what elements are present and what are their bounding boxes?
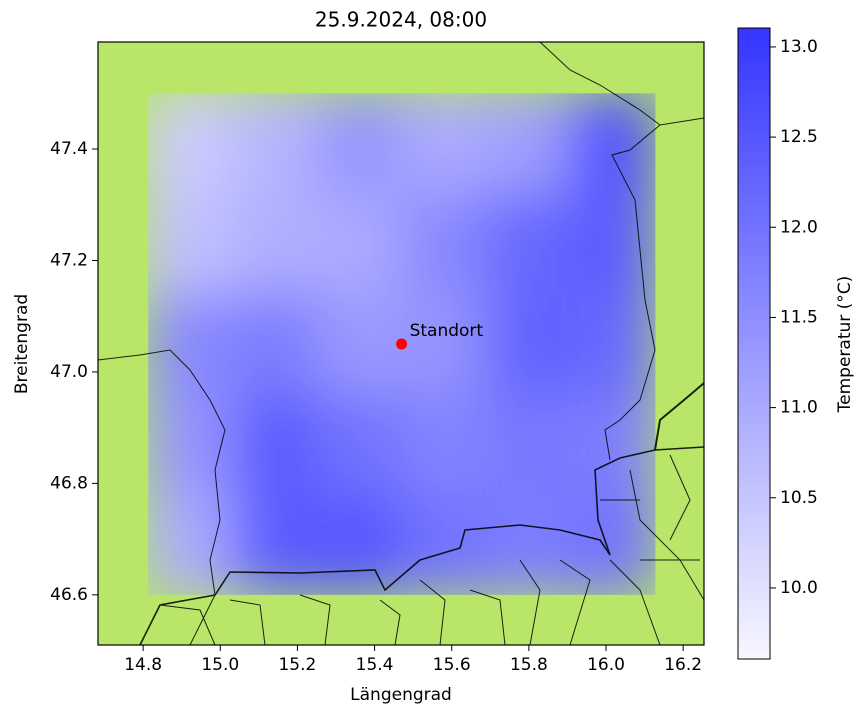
heat-cell [316, 93, 403, 195]
colorbar-tick-label: 10.5 [780, 488, 818, 508]
heat-cell [316, 293, 403, 395]
colorbar-tick-label: 11.5 [780, 307, 818, 327]
heat-cell [316, 494, 403, 595]
heat-layer [148, 93, 656, 595]
heat-cell [485, 93, 572, 195]
y-tick-label: 47.0 [50, 362, 88, 382]
colorbar-tick-label: 11.0 [780, 398, 818, 418]
location-marker [396, 338, 408, 350]
y-tick-label: 46.6 [50, 585, 88, 605]
heat-cell [401, 293, 487, 395]
heat-cell [485, 393, 572, 496]
colorbar [737, 27, 771, 660]
heat-cell [485, 494, 572, 595]
x-tick-label: 16.0 [587, 655, 625, 675]
x-tick-label: 15.2 [278, 655, 316, 675]
heat-cell [148, 193, 234, 295]
heat-cell [570, 93, 656, 195]
heat-cell [401, 193, 487, 295]
heat-cell [485, 193, 572, 295]
colorbar-tick-label: 13.0 [780, 37, 818, 57]
colorbar-tick-label: 12.0 [780, 217, 818, 237]
heat-cell [485, 293, 572, 395]
heat-cell [570, 293, 656, 395]
location-label: Standort [410, 321, 484, 341]
x-tick-label: 15.4 [356, 655, 394, 675]
heat-cell [401, 393, 487, 496]
x-tick-label: 15.0 [201, 655, 239, 675]
heat-cell [148, 393, 234, 496]
borders [97, 41, 705, 646]
y-tick-label: 46.8 [50, 473, 88, 493]
heat-cell [570, 193, 656, 295]
heat-cell [232, 293, 318, 395]
heat-cell [232, 494, 318, 595]
heat-cell [570, 494, 656, 595]
heat-cell [316, 393, 403, 496]
colorbar-label: Temperatur (°C) [835, 276, 855, 414]
x-tick-label: 15.6 [433, 655, 471, 675]
heat-cell [148, 93, 234, 195]
colorbar-tick-label: 12.5 [780, 127, 818, 147]
heat-cell [232, 393, 318, 496]
x-tick-label: 15.8 [510, 655, 548, 675]
y-axis-label: Breitengrad [12, 294, 32, 394]
heat-cell [316, 193, 403, 295]
colorbar-tick-label: 10.0 [780, 578, 818, 598]
plot-frame [97, 41, 705, 646]
heat-cell [232, 193, 318, 295]
y-tick-label: 47.4 [50, 139, 88, 159]
heat-cell [401, 494, 487, 595]
chart-title: 25.9.2024, 08:00 [315, 8, 487, 32]
heat-cell [401, 93, 487, 195]
y-tick-label: 47.2 [50, 250, 88, 270]
x-tick-label: 16.2 [664, 655, 702, 675]
heat-cell [148, 494, 234, 595]
heat-cell [232, 93, 318, 195]
x-axis-label: Längengrad [350, 685, 452, 705]
heat-cell [148, 293, 234, 395]
x-tick-label: 14.8 [124, 655, 162, 675]
heat-cell [570, 393, 656, 496]
